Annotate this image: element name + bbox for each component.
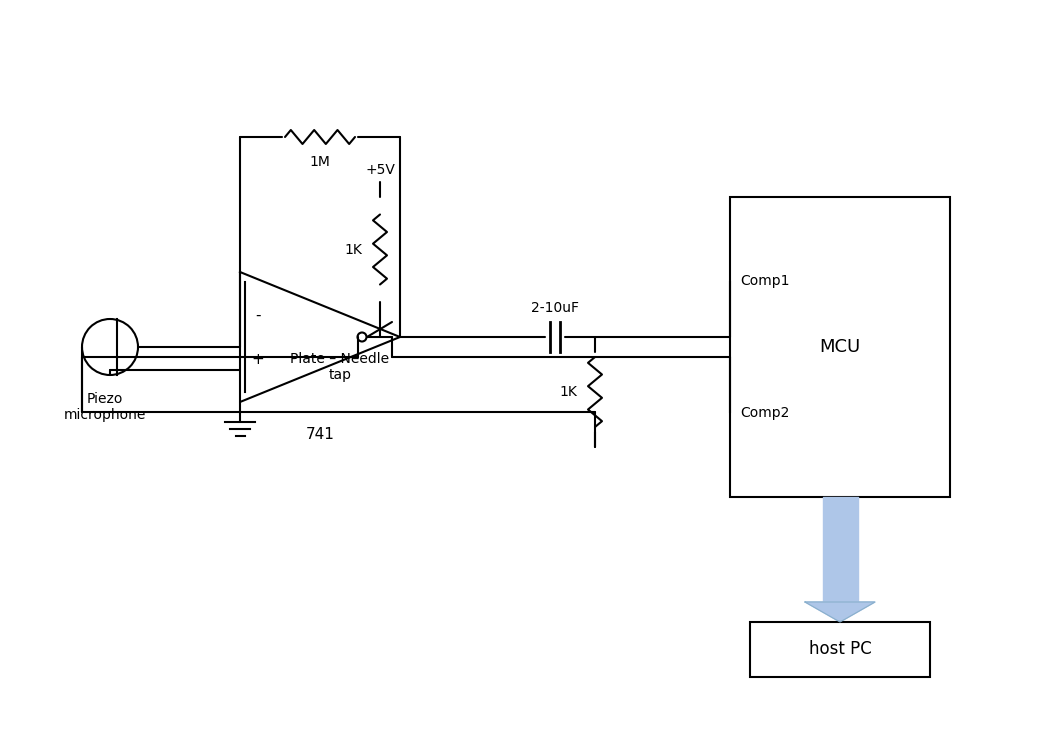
Text: Comp2: Comp2 [740,406,790,420]
Text: 741: 741 [305,427,335,442]
Text: Plate – Needle
tap: Plate – Needle tap [290,352,389,382]
Text: 1M: 1M [309,155,331,169]
Polygon shape [805,602,875,622]
Text: Piezo
microphone: Piezo microphone [64,392,147,422]
Text: 1K: 1K [559,385,577,399]
Text: Comp1: Comp1 [740,274,790,288]
Text: 2-10uF: 2-10uF [532,301,579,315]
Text: host PC: host PC [809,640,872,659]
FancyBboxPatch shape [750,622,930,677]
FancyBboxPatch shape [730,197,950,497]
Text: MCU: MCU [820,338,861,356]
Text: 1K: 1K [344,243,362,256]
Text: +5V: +5V [365,163,395,177]
Text: +: + [252,352,265,367]
Text: -: - [255,308,260,323]
